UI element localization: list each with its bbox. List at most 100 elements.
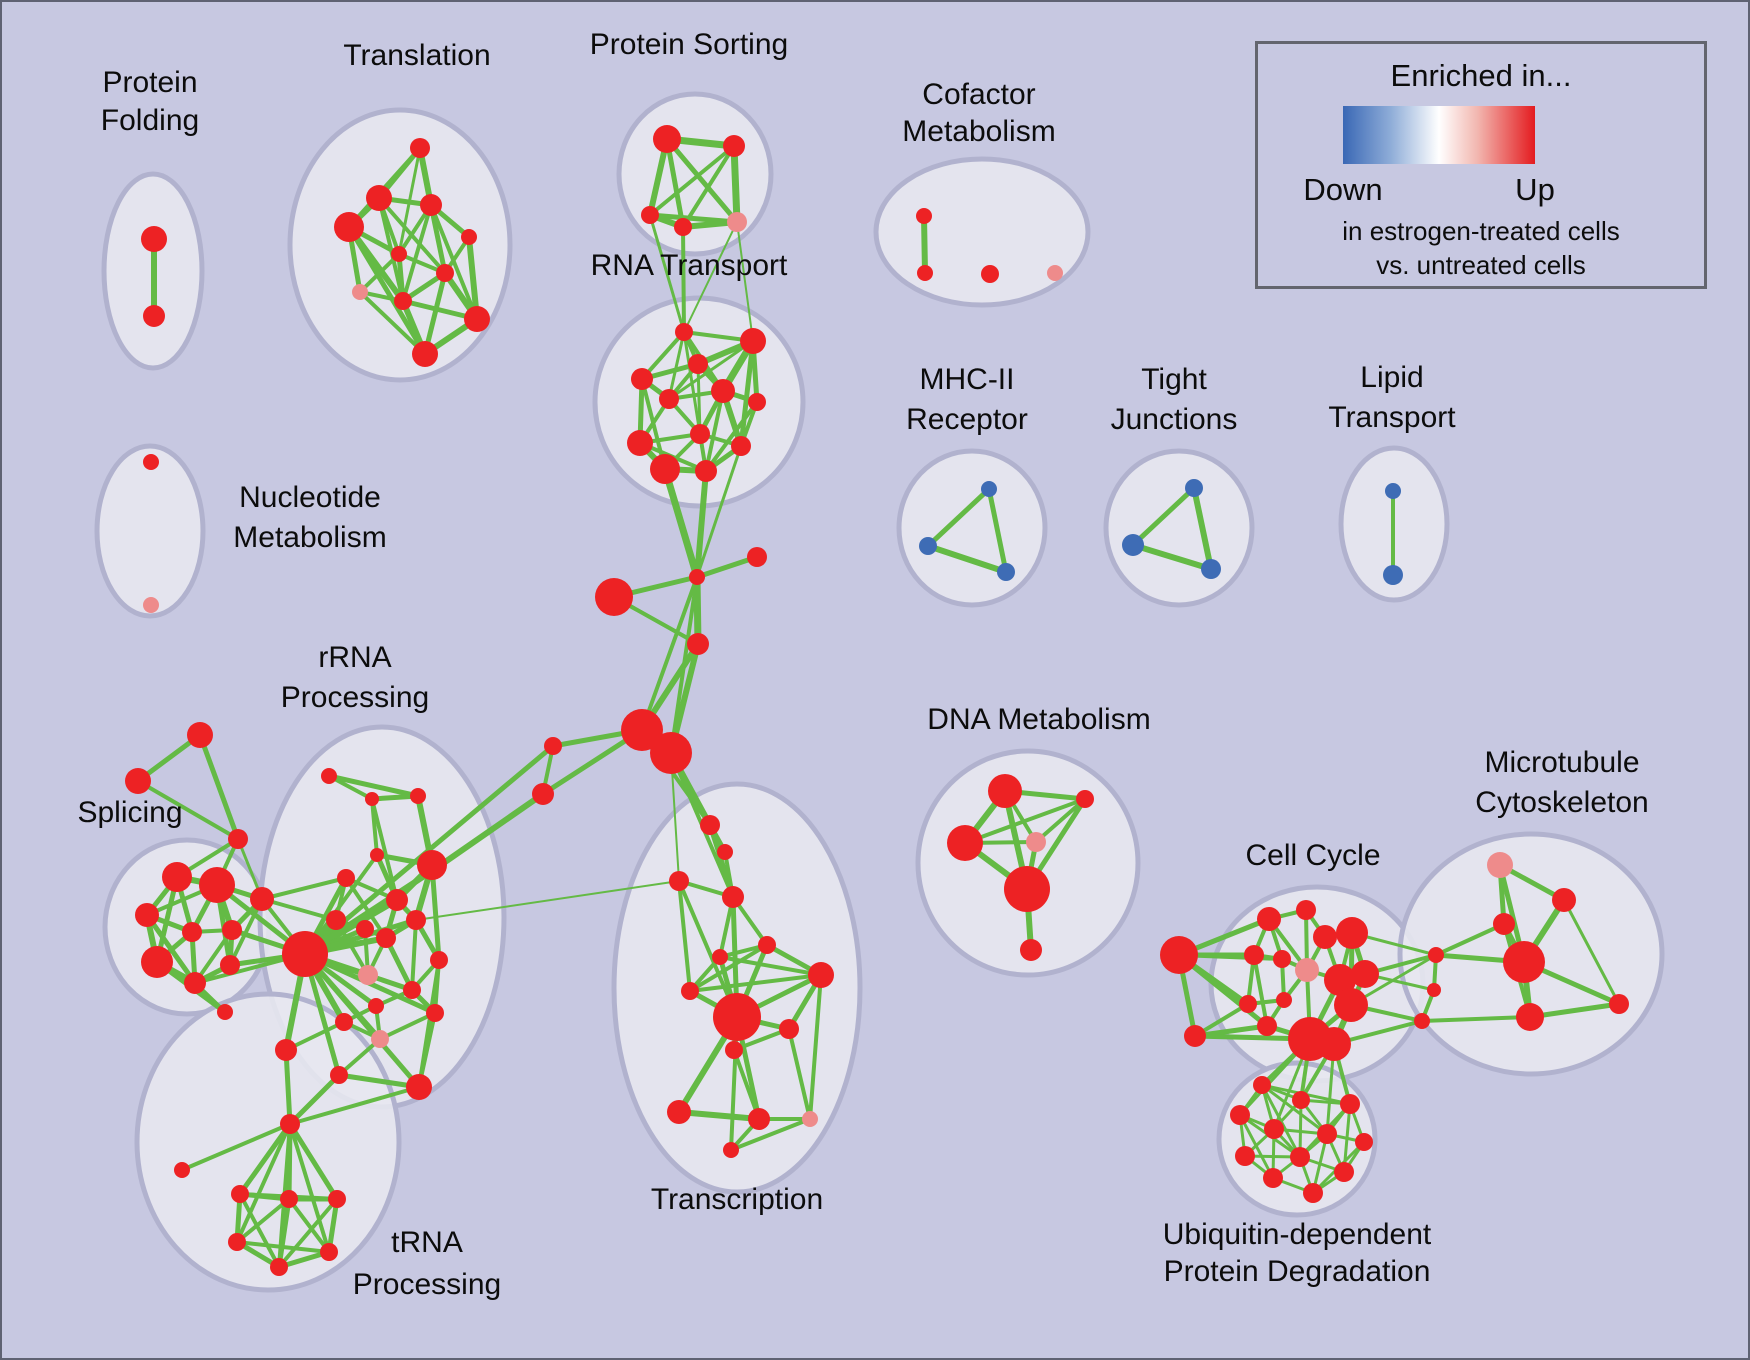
cluster-label-rna-transport: RNA Transport (591, 249, 788, 282)
node-tight-junctions-0 (1185, 479, 1203, 497)
edge-connector (302, 743, 556, 957)
node-cell-cycle-12 (1276, 992, 1292, 1008)
node-tight-junctions-1 (1122, 534, 1144, 556)
edge-cell-cycle (1252, 953, 1269, 1028)
edge-connector (694, 468, 709, 580)
node-central-hub-7 (532, 783, 554, 805)
node-lipid-transport-0 (1385, 483, 1401, 499)
node-splicing-2 (135, 903, 159, 927)
node-trna-processing-3 (280, 1190, 298, 1208)
node-splicing-3 (182, 922, 202, 942)
cluster-label-nucleotide-metabolism: Metabolism (233, 521, 386, 554)
edge-connector (670, 752, 680, 882)
node-ubiquitin-degradation-11 (1303, 1183, 1323, 1203)
cluster-label-trna-processing: Processing (353, 1268, 501, 1301)
legend-title: Enriched in... (1390, 58, 1572, 93)
node-nucleotide-metabolism-1 (143, 597, 159, 613)
node-rna-transport-2 (688, 354, 708, 374)
edge-dna-metabolism (1034, 797, 1087, 844)
edge-rna-transport (704, 389, 725, 473)
legend-up-label: Up (1515, 172, 1555, 207)
node-transcription-5 (712, 949, 728, 965)
node-translation-1 (366, 185, 392, 211)
node-dna-metabolism-1 (1076, 790, 1094, 808)
edge-rrna-processing (344, 876, 388, 940)
node-translation-9 (464, 306, 490, 332)
node-splicing-4 (222, 920, 242, 940)
node-rrna-processing-6 (386, 889, 408, 911)
edge-rrna-processing (326, 773, 421, 799)
node-rna-transport-5 (711, 379, 735, 403)
node-rrna-processing-1 (365, 792, 379, 806)
node-cell-cycle-8 (1295, 958, 1319, 982)
node-rrna-processing-19 (282, 931, 328, 977)
node-nucleotide-metabolism-0 (143, 454, 159, 470)
edge-dna-metabolism (963, 797, 1087, 845)
node-rna-transport-6 (748, 393, 766, 411)
cluster-ellipse-cofactor-metabolism (873, 156, 1091, 308)
node-ubiquitin-degradation-2 (1340, 1094, 1360, 1114)
node-lipid-transport-1 (1383, 565, 1403, 585)
node-protein-sorting-4 (727, 212, 747, 232)
node-cell-cycle-11 (1239, 995, 1257, 1013)
node-protein-sorting-0 (653, 125, 681, 153)
node-translation-10 (412, 341, 438, 367)
node-cell-cycle-3 (1296, 900, 1316, 920)
edge-connector (136, 779, 240, 841)
node-rrna-processing-9 (376, 928, 396, 948)
node-translation-7 (352, 284, 368, 300)
node-transcription-9 (779, 1019, 799, 1039)
node-dna-metabolism-4 (1004, 866, 1050, 912)
edge-transcription (688, 973, 823, 993)
edge-connector (681, 225, 686, 334)
edge-central-hub (694, 554, 760, 580)
cluster-label-nucleotide-metabolism: Nucleotide (239, 481, 381, 514)
node-protein-sorting-2 (641, 206, 659, 224)
cluster-label-tight-junctions: Tight (1141, 363, 1207, 396)
node-rrna-processing-20 (330, 1066, 348, 1084)
node-ubiquitin-degradation-7 (1235, 1146, 1255, 1166)
node-microtubule-cytoskeleton-5 (1609, 994, 1629, 1014)
edge-rna-transport (738, 338, 756, 449)
node-cell-cycle-13 (1257, 1016, 1277, 1036)
node-rrna-processing-10 (406, 910, 426, 930)
node-microtubule-cytoskeleton-6 (1428, 947, 1444, 963)
cluster-label-dna-metabolism: DNA Metabolism (927, 703, 1150, 736)
node-transcription-8 (713, 993, 761, 1041)
edge-rrna-processing (302, 951, 422, 1090)
node-translation-5 (391, 246, 407, 262)
node-cell-cycle-2 (1257, 907, 1281, 931)
edge-translation (401, 203, 433, 303)
edge-rrna-processing (337, 1037, 382, 1077)
cluster-label-cell-cycle: Cell Cycle (1245, 839, 1380, 872)
node-rna-transport-11 (695, 460, 717, 482)
node-cofactor-metabolism-2 (981, 265, 999, 283)
cluster-label-microtubule-cytoskeleton: Microtubule (1484, 746, 1639, 779)
cluster-label-rrna-processing: Processing (281, 681, 429, 714)
node-cell-cycle-6 (1244, 945, 1264, 965)
cluster-label-cofactor-metabolism: Cofactor (922, 78, 1035, 111)
cluster-label-lipid-transport: Lipid (1360, 361, 1423, 394)
edge-trna-processing (235, 1240, 331, 1254)
legend-caption-line2: vs. untreated cells (1376, 250, 1586, 280)
node-splicing-1 (199, 867, 235, 903)
node-ubiquitin-degradation-10 (1263, 1168, 1283, 1188)
edge-connector (648, 213, 686, 334)
edge-transcription (676, 1109, 762, 1122)
edge-microtubule-cytoskeleton (1527, 1001, 1622, 1020)
legend-box: Enriched in... Down Up in estrogen-treat… (1255, 41, 1707, 289)
node-translation-0 (410, 138, 430, 158)
node-mhc-ii-receptor-1 (919, 537, 937, 555)
node-microtubule-cytoskeleton-2 (1493, 913, 1515, 935)
node-dna-metabolism-3 (1026, 832, 1046, 852)
edge-tight-junctions (1130, 542, 1214, 572)
cluster-label-protein-folding: Folding (101, 104, 199, 137)
edge-rrna-processing (378, 1011, 437, 1041)
edge-microtubule-cytoskeleton (1434, 922, 1506, 957)
node-cell-cycle-7 (1273, 950, 1291, 968)
cluster-label-ubiquitin-degradation: Ubiquitin-dependent (1163, 1218, 1432, 1251)
edge-rna-transport (667, 339, 755, 401)
node-splicing-7 (220, 955, 240, 975)
